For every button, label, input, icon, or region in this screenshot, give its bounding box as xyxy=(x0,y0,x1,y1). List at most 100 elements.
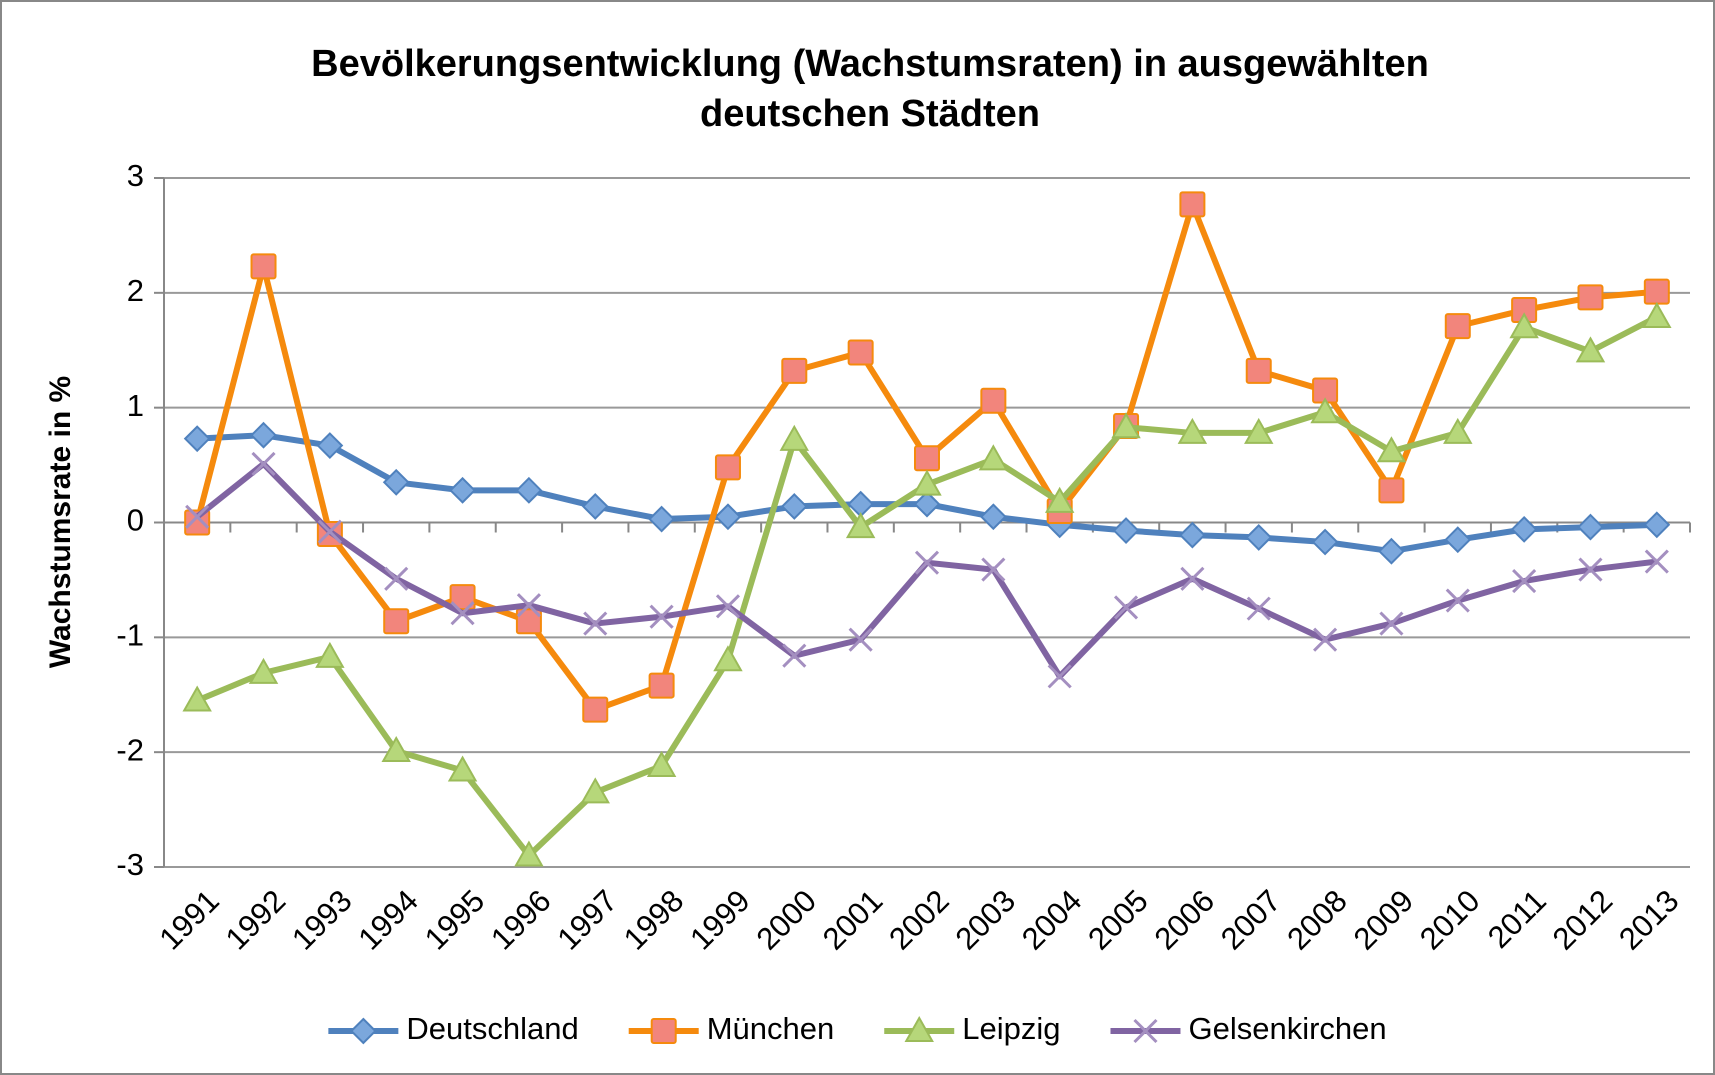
legend-label: Leipzig xyxy=(962,1011,1060,1046)
data-point xyxy=(847,339,874,366)
data-point xyxy=(1180,566,1205,591)
data-point xyxy=(1310,397,1340,424)
legend: Deutschland München Leipzig Gelsenkirchen xyxy=(328,1011,1387,1046)
y-tick-label: -3 xyxy=(116,847,144,882)
data-point xyxy=(250,421,277,449)
data-point xyxy=(1575,336,1606,363)
data-point xyxy=(184,509,211,536)
data-point xyxy=(649,604,674,629)
data-point xyxy=(1177,417,1208,444)
data-point xyxy=(384,566,409,591)
data-point xyxy=(714,454,741,481)
legend-label: Gelsenkirchen xyxy=(1188,1011,1386,1046)
y-tick-label: -1 xyxy=(116,618,144,653)
data-point xyxy=(980,387,1007,414)
legend-marker xyxy=(904,1015,934,1042)
data-point xyxy=(913,490,941,518)
data-point xyxy=(1244,417,1274,444)
data-point xyxy=(449,476,476,504)
data-point xyxy=(979,503,1007,531)
data-point xyxy=(316,432,344,459)
data-point xyxy=(914,445,940,472)
data-point xyxy=(1113,595,1139,620)
data-point xyxy=(978,444,1009,471)
data-point xyxy=(1444,313,1471,340)
data-point xyxy=(250,253,277,280)
data-point xyxy=(1642,301,1672,328)
data-point xyxy=(382,468,410,496)
y-tick-label: 0 xyxy=(127,503,144,538)
data-point xyxy=(583,611,608,636)
legend-marker xyxy=(1133,1018,1158,1044)
data-point xyxy=(185,504,210,529)
data-point xyxy=(383,608,410,635)
y-tick-label: 2 xyxy=(127,273,144,308)
data-point xyxy=(1313,627,1338,652)
y-tick-label: -2 xyxy=(116,732,144,767)
data-point xyxy=(1577,513,1604,541)
data-point xyxy=(781,357,808,384)
data-point xyxy=(845,512,876,539)
y-axis-label: Wachstumsrate in % xyxy=(44,376,77,668)
data-point xyxy=(848,627,873,652)
data-point xyxy=(1644,549,1669,574)
y-tick-label: 1 xyxy=(127,388,144,423)
data-point xyxy=(1378,537,1405,565)
data-point xyxy=(251,451,276,476)
data-point xyxy=(1512,569,1537,594)
data-point xyxy=(381,735,411,763)
data-point xyxy=(1178,521,1206,549)
data-point xyxy=(514,840,544,867)
data-point xyxy=(1044,486,1075,513)
data-point xyxy=(1112,517,1140,544)
data-point xyxy=(1643,511,1671,539)
data-point xyxy=(1509,312,1539,339)
data-point xyxy=(912,469,942,496)
data-point xyxy=(516,593,541,618)
data-point xyxy=(449,584,476,611)
chart-title: Bevölkerungsentwicklung (Wachstumsraten)… xyxy=(311,43,1429,135)
data-point xyxy=(1376,436,1407,463)
data-point xyxy=(780,493,808,520)
data-point xyxy=(1577,284,1604,311)
data-point xyxy=(182,685,212,712)
data-point xyxy=(648,505,676,533)
y-tick-label: 3 xyxy=(127,158,144,193)
data-point xyxy=(648,672,675,699)
data-point xyxy=(1111,412,1141,439)
data-point xyxy=(515,608,542,635)
data-point xyxy=(515,476,543,504)
data-point xyxy=(1245,524,1273,551)
data-point xyxy=(580,777,610,804)
data-point xyxy=(1445,588,1470,613)
data-point xyxy=(450,601,475,626)
legend-label: München xyxy=(707,1011,835,1046)
legend-label: Deutschland xyxy=(406,1011,578,1046)
data-point xyxy=(317,519,342,544)
data-point xyxy=(1578,557,1603,582)
legend-marker xyxy=(650,1018,677,1044)
data-point xyxy=(1047,664,1072,689)
data-point xyxy=(248,657,279,684)
data-point xyxy=(1311,528,1339,556)
data-point xyxy=(582,696,609,723)
data-point xyxy=(1245,357,1272,384)
legend-marker xyxy=(349,1017,377,1045)
data-point xyxy=(183,425,211,453)
data-point xyxy=(581,493,609,520)
data-point xyxy=(1246,596,1271,621)
data-point xyxy=(447,755,478,782)
data-point xyxy=(1179,191,1206,218)
data-point xyxy=(1444,526,1472,554)
data-point xyxy=(715,594,741,619)
data-point xyxy=(1643,278,1670,305)
data-point xyxy=(782,643,807,668)
data-point xyxy=(1378,477,1405,504)
data-point xyxy=(315,641,345,668)
data-point xyxy=(981,557,1006,582)
data-point xyxy=(646,750,677,777)
data-point xyxy=(1443,417,1473,444)
data-point xyxy=(1510,515,1538,543)
data-point xyxy=(714,503,742,531)
